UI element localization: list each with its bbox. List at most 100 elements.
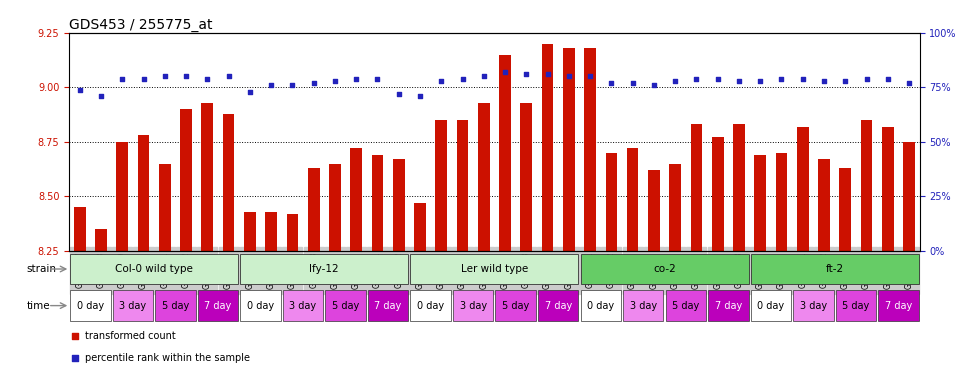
Point bbox=[221, 74, 236, 79]
Point bbox=[710, 76, 726, 82]
Bar bbox=[861, 120, 873, 251]
Point bbox=[93, 93, 108, 99]
FancyBboxPatch shape bbox=[538, 290, 578, 321]
Bar bbox=[414, 203, 426, 251]
Bar bbox=[563, 48, 575, 251]
Point bbox=[179, 74, 194, 79]
Bar bbox=[202, 102, 213, 251]
Point bbox=[72, 87, 87, 93]
Point bbox=[667, 78, 683, 84]
Text: 5 day: 5 day bbox=[842, 300, 870, 311]
Bar bbox=[818, 159, 829, 251]
Bar bbox=[733, 124, 745, 251]
Text: 0 day: 0 day bbox=[417, 300, 444, 311]
FancyBboxPatch shape bbox=[878, 290, 919, 321]
Text: 5 day: 5 day bbox=[162, 300, 189, 311]
Text: Ler wild type: Ler wild type bbox=[461, 264, 528, 274]
Text: co-2: co-2 bbox=[653, 264, 676, 274]
Point bbox=[901, 80, 917, 86]
Bar bbox=[372, 155, 383, 251]
FancyBboxPatch shape bbox=[112, 290, 153, 321]
Bar bbox=[499, 55, 511, 251]
Bar bbox=[903, 142, 915, 251]
FancyBboxPatch shape bbox=[708, 290, 749, 321]
Point bbox=[327, 78, 343, 84]
Bar bbox=[137, 135, 150, 251]
Text: 0 day: 0 day bbox=[247, 300, 274, 311]
FancyBboxPatch shape bbox=[793, 290, 833, 321]
Point bbox=[306, 80, 322, 86]
Point bbox=[68, 355, 84, 361]
FancyBboxPatch shape bbox=[368, 290, 408, 321]
Bar bbox=[223, 113, 234, 251]
Text: 5 day: 5 day bbox=[502, 300, 529, 311]
Point bbox=[837, 78, 852, 84]
Point bbox=[688, 76, 704, 82]
Point bbox=[263, 82, 278, 88]
Point bbox=[625, 80, 640, 86]
Text: 3 day: 3 day bbox=[290, 300, 317, 311]
Bar bbox=[457, 120, 468, 251]
Bar bbox=[286, 214, 299, 251]
FancyBboxPatch shape bbox=[325, 290, 366, 321]
Text: time: time bbox=[27, 300, 50, 311]
FancyBboxPatch shape bbox=[581, 254, 749, 284]
Bar bbox=[627, 148, 638, 251]
FancyBboxPatch shape bbox=[665, 290, 706, 321]
Point bbox=[68, 333, 84, 339]
Point bbox=[816, 78, 831, 84]
Text: 3 day: 3 day bbox=[800, 300, 827, 311]
Point bbox=[285, 82, 300, 88]
FancyBboxPatch shape bbox=[751, 290, 791, 321]
Point bbox=[540, 71, 555, 77]
FancyBboxPatch shape bbox=[623, 290, 663, 321]
Bar bbox=[541, 44, 553, 251]
Point bbox=[646, 82, 661, 88]
FancyBboxPatch shape bbox=[411, 254, 578, 284]
Bar bbox=[585, 48, 596, 251]
Point bbox=[157, 74, 173, 79]
Point bbox=[412, 93, 427, 99]
Point bbox=[136, 76, 152, 82]
Text: 0 day: 0 day bbox=[757, 300, 784, 311]
FancyBboxPatch shape bbox=[156, 290, 196, 321]
Point bbox=[434, 78, 449, 84]
Text: lfy-12: lfy-12 bbox=[309, 264, 339, 274]
Text: 7 day: 7 day bbox=[204, 300, 231, 311]
Text: transformed count: transformed count bbox=[85, 331, 176, 341]
Text: percentile rank within the sample: percentile rank within the sample bbox=[85, 354, 250, 363]
Bar bbox=[520, 102, 532, 251]
Point bbox=[242, 89, 257, 95]
Bar bbox=[478, 102, 490, 251]
FancyBboxPatch shape bbox=[198, 290, 238, 321]
Point bbox=[200, 76, 215, 82]
Bar bbox=[74, 207, 85, 251]
Text: 5 day: 5 day bbox=[672, 300, 700, 311]
Point bbox=[348, 76, 364, 82]
Point bbox=[518, 71, 534, 77]
FancyBboxPatch shape bbox=[453, 290, 493, 321]
FancyBboxPatch shape bbox=[411, 290, 451, 321]
FancyBboxPatch shape bbox=[70, 254, 238, 284]
Point bbox=[795, 76, 810, 82]
Point bbox=[732, 78, 747, 84]
Text: 0 day: 0 day bbox=[588, 300, 614, 311]
FancyBboxPatch shape bbox=[751, 254, 919, 284]
Point bbox=[604, 80, 619, 86]
Bar bbox=[159, 164, 171, 251]
Point bbox=[583, 74, 598, 79]
Bar bbox=[669, 164, 681, 251]
Bar bbox=[797, 127, 808, 251]
Bar bbox=[882, 127, 894, 251]
Point bbox=[455, 76, 470, 82]
Bar bbox=[755, 155, 766, 251]
Text: 7 day: 7 day bbox=[714, 300, 742, 311]
FancyBboxPatch shape bbox=[240, 254, 408, 284]
Bar bbox=[95, 229, 107, 251]
FancyBboxPatch shape bbox=[240, 290, 280, 321]
Bar bbox=[690, 124, 703, 251]
FancyBboxPatch shape bbox=[495, 290, 536, 321]
FancyBboxPatch shape bbox=[581, 290, 621, 321]
Bar bbox=[308, 168, 320, 251]
Bar bbox=[244, 212, 255, 251]
